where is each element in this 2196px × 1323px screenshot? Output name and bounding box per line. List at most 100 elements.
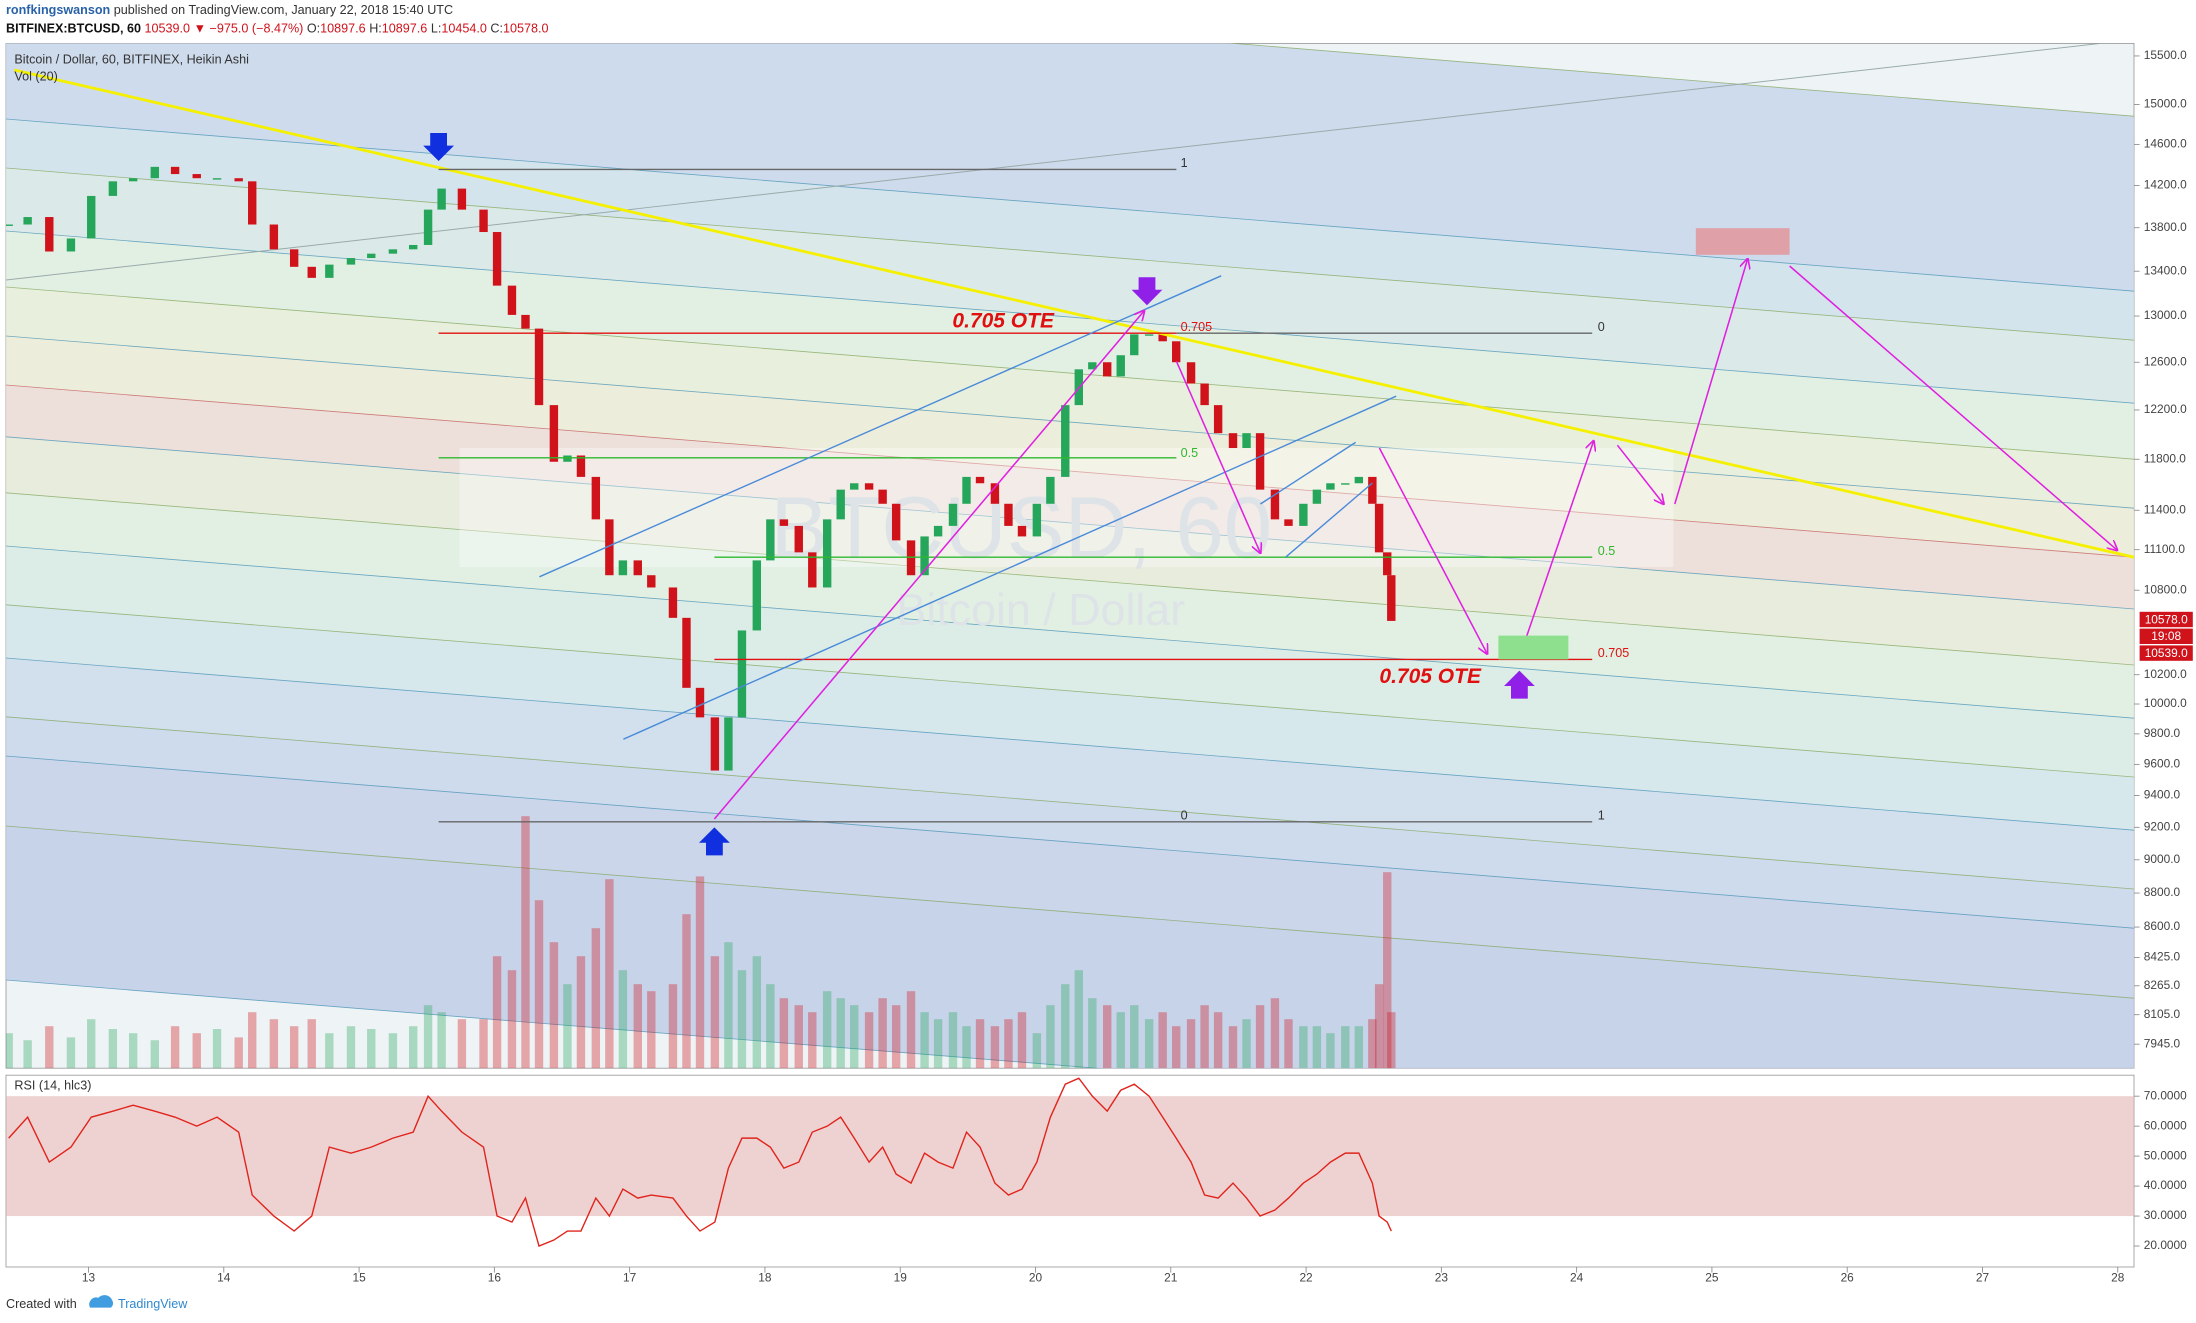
y-tick-label: 11800.0 — [2144, 451, 2186, 465]
fib-label: 0 — [1598, 320, 1605, 334]
x-tick-label: 17 — [623, 1270, 637, 1284]
volume-bar — [87, 1019, 96, 1069]
band-line — [6, 657, 2134, 831]
candle-body — [150, 166, 160, 179]
volume-bar — [591, 928, 601, 1069]
axes: 15500.0 15000.0 14600.0 14200.0 13800.0 13400… — [82, 48, 2187, 1284]
volume-bar — [108, 1029, 118, 1069]
volume-bar — [1341, 1026, 1350, 1069]
volume-bar — [346, 1026, 356, 1069]
y-tick-label: 50.0000 — [2144, 1148, 2187, 1162]
volume-bar — [695, 876, 705, 1069]
y-tick-label: 8425.0 — [2144, 950, 2181, 964]
arrow-down — [1131, 277, 1163, 306]
candle-body — [647, 575, 656, 588]
y-tick-label: 13800.0 — [2144, 220, 2187, 234]
footer-brand[interactable]: TradingView — [118, 1297, 188, 1311]
y-tick-label: 9600.0 — [2144, 757, 2181, 771]
candle-body — [1341, 483, 1350, 485]
x-tick-label: 24 — [1570, 1270, 1584, 1284]
ote-label: 0.705 OTE — [952, 310, 1055, 333]
candle-body — [549, 405, 559, 462]
volume-bar — [1046, 1005, 1055, 1069]
ohlc-label: L: — [431, 22, 442, 36]
candle-body — [1004, 503, 1013, 526]
candle-body — [248, 181, 257, 225]
target-box — [1498, 635, 1569, 660]
fib-label: 1 — [1598, 809, 1605, 823]
y-tick-label: 9800.0 — [2144, 726, 2181, 740]
candle-body — [1354, 476, 1364, 484]
candle-body — [668, 587, 678, 618]
volume-bar — [325, 1033, 334, 1069]
band-line — [6, 545, 2134, 719]
candle-body — [1213, 405, 1223, 434]
volume-bar — [794, 1005, 803, 1069]
band — [6, 604, 2134, 831]
price-tag-text: 10578.0 — [2145, 612, 2188, 626]
volume-bar — [6, 1033, 13, 1069]
last-price: 10539.0 — [145, 22, 191, 36]
band-line — [6, 604, 2134, 778]
y-tick-label: 8105.0 — [2144, 1007, 2181, 1021]
volume-bar — [492, 956, 502, 1069]
y-tick-label: 9400.0 — [2144, 788, 2181, 802]
candle-body — [437, 188, 446, 210]
candle-body — [108, 181, 118, 196]
volume-bar — [1200, 1005, 1209, 1069]
price-tag-text: 19:08 — [2151, 629, 2181, 643]
volume-bar — [1213, 1012, 1223, 1069]
header-line: ronfkingswanson published on TradingView… — [6, 4, 453, 18]
channel — [539, 275, 1397, 740]
volume-bar — [66, 1037, 76, 1069]
volume — [6, 816, 1396, 1069]
candle-body — [367, 253, 376, 259]
volume-bar — [248, 1012, 257, 1069]
band-line — [6, 755, 2134, 929]
volume-bar — [367, 1029, 376, 1069]
candle-body — [864, 483, 874, 490]
band-line — [6, 979, 1102, 1069]
volume-bar — [1255, 1005, 1265, 1069]
band — [6, 658, 2134, 889]
candle-body — [822, 519, 832, 588]
candle-body — [534, 328, 544, 406]
candle-body — [457, 188, 467, 210]
volume-bar — [563, 984, 572, 1069]
volume-bar — [1130, 1005, 1139, 1069]
candle-body — [710, 717, 720, 771]
band — [6, 492, 2134, 719]
candle-body — [752, 560, 762, 631]
band-line — [6, 286, 2134, 460]
volume-bar — [710, 956, 720, 1069]
band — [6, 118, 2134, 341]
candle-body — [605, 519, 614, 576]
candle-body — [269, 224, 279, 250]
ohlc-value: 10578.0 — [503, 22, 549, 36]
x-tick-label: 21 — [1164, 1270, 1178, 1284]
y-tick-label: 60.0000 — [2144, 1118, 2187, 1132]
header-line: BITFINEX:BTCUSD, 60 10539.0 ▼ −975.0 (−8… — [6, 22, 549, 36]
volume-bar — [1103, 1005, 1112, 1069]
band — [6, 230, 2134, 460]
candle-body — [1374, 503, 1384, 553]
author[interactable]: ronfkingswanson — [6, 4, 110, 18]
volume-bar — [682, 914, 691, 1069]
y-tick-label: 8600.0 — [2144, 919, 2181, 933]
published: published on TradingView.com, January 22… — [114, 4, 453, 18]
candle-body — [1284, 519, 1293, 526]
y-tick-label: 30.0000 — [2144, 1208, 2187, 1222]
candle-body — [794, 525, 803, 553]
volume-bar — [933, 1019, 943, 1069]
candle-body — [695, 687, 705, 718]
volume-bar — [534, 900, 544, 1069]
price-tag — [2139, 628, 2193, 644]
price-tag — [2139, 645, 2193, 661]
volume-bar — [45, 1026, 54, 1069]
y-tick-label: 14200.0 — [2144, 178, 2187, 192]
candle-body — [6, 224, 13, 226]
candle-body — [724, 717, 733, 771]
candle-body — [836, 489, 845, 520]
candle-body — [1032, 503, 1042, 537]
candle-body — [737, 630, 747, 718]
